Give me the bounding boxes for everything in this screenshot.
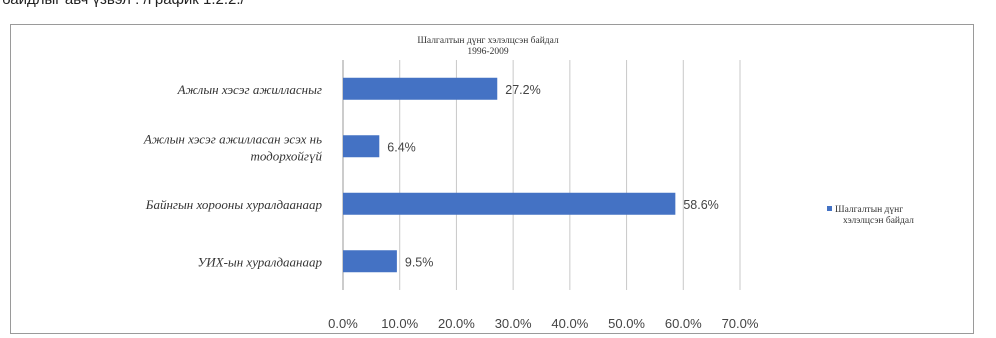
figure-caption: байдлыг авч үзвэл : /График 1.2.2./ bbox=[2, 0, 245, 8]
value-label: 9.5% bbox=[405, 255, 434, 269]
legend-swatch bbox=[827, 206, 832, 211]
category-label: Байнгын хорооны хуралдаанаар bbox=[145, 197, 323, 212]
category-label: Ажлын хэсэг ажилласан эсэх нь тодорхойгүй bbox=[143, 131, 323, 163]
x-tick-label: 10.0% bbox=[381, 316, 418, 331]
legend-label-line: Шалгалтын дүнг bbox=[835, 205, 903, 215]
legend-label-line: хэлэлцсэн байдал bbox=[843, 215, 914, 226]
value-label: 27.2% bbox=[505, 83, 540, 97]
category-label-line: Ажлын хэсэг ажилласан эсэх нь bbox=[143, 131, 322, 146]
x-tick-label: 40.0% bbox=[551, 316, 588, 331]
bar bbox=[343, 192, 676, 215]
category-label-line: Ажлын хэсэг ажилласныг bbox=[177, 82, 322, 97]
chart-frame bbox=[10, 24, 974, 334]
bar bbox=[343, 135, 380, 158]
value-label: 58.6% bbox=[683, 198, 718, 212]
category-label-line: тодорхойгүй bbox=[250, 148, 322, 163]
category-label-line: УИХ-ын хуралдаанаар bbox=[198, 254, 323, 269]
x-tick-label: 70.0% bbox=[722, 316, 759, 331]
category-label: Ажлын хэсэг ажилласныг bbox=[177, 82, 322, 97]
category-label-line: Байнгын хорооны хуралдаанаар bbox=[145, 197, 323, 212]
chart-title-line: 1996-2009 bbox=[467, 47, 508, 57]
chart-title-line: Шалгалтын дүнг хэлэлцсэн байдал bbox=[417, 35, 559, 46]
x-tick-label: 30.0% bbox=[495, 316, 532, 331]
value-label: 6.4% bbox=[387, 140, 416, 154]
bar bbox=[343, 250, 397, 273]
category-label: УИХ-ын хуралдаанаар bbox=[198, 254, 323, 269]
x-tick-label: 20.0% bbox=[438, 316, 475, 331]
bar bbox=[343, 77, 498, 100]
x-tick-label: 60.0% bbox=[665, 316, 702, 331]
x-tick-label: 0.0% bbox=[328, 316, 358, 331]
x-tick-label: 50.0% bbox=[608, 316, 645, 331]
legend-label: Шалгалтын дүнг хэлэлцсэн байдал bbox=[835, 205, 914, 226]
